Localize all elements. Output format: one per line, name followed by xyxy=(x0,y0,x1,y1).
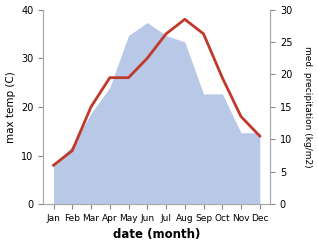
Y-axis label: med. precipitation (kg/m2): med. precipitation (kg/m2) xyxy=(303,46,313,168)
Y-axis label: max temp (C): max temp (C) xyxy=(5,71,16,143)
X-axis label: date (month): date (month) xyxy=(113,228,200,242)
